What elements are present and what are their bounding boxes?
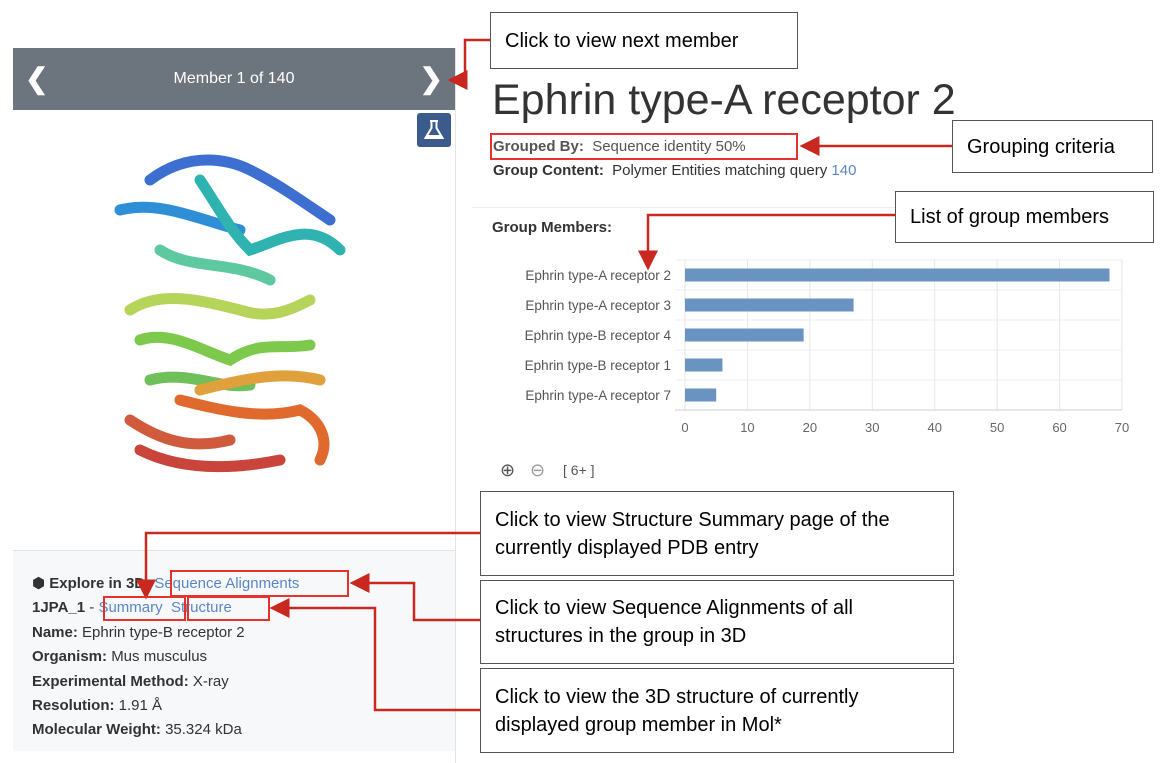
chevron-left-icon[interactable]: ❮ [25,63,49,94]
carousel-header: ❮ Member 1 of 140 ❯ [13,48,455,110]
group-members-label: Group Members: [492,219,613,236]
protein-structure-image[interactable] [80,140,410,500]
bar [685,298,854,312]
name-label: Name: [32,624,78,641]
method-row: Experimental Method: X-ray [32,673,229,690]
bar [685,358,723,372]
x-tick-label: 10 [740,420,754,435]
annotation-summary: Click to view Structure Summary page of … [480,491,954,576]
summary-link[interactable]: Summary [98,599,163,616]
category-label: Ephrin type-B receptor 1 [525,358,671,373]
explore-label: Explore in 3D: [49,575,151,592]
x-tick-label: 30 [865,420,879,435]
weight-value: 35.324 kDa [165,721,242,738]
plus-circle-icon[interactable]: ⊕ [500,460,516,480]
weight-label: Molecular Weight: [32,721,161,738]
bar [685,328,804,342]
sequence-alignments-link[interactable]: Sequence Alignments [154,575,300,592]
organism-value: Mus musculus [111,648,208,665]
highlight-structure [187,596,270,621]
method-value: X-ray [192,673,229,690]
x-tick-label: 60 [1052,420,1066,435]
x-tick-label: 40 [927,420,941,435]
carousel-title: Member 1 of 140 [173,70,295,87]
group-content-label: Group Content: [493,162,604,179]
annotation-grouping: Grouping criteria [952,120,1153,173]
annotation-molstar: Click to view the 3D structure of curren… [480,668,954,753]
name-row: Name: Ephrin type-B receptor 2 [32,624,245,641]
member-carousel-panel [13,48,456,763]
method-label: Experimental Method: [32,673,189,690]
entity-id: 1JPA_1 [32,599,86,616]
highlight-summary [103,596,186,621]
arrow-seq-align [349,573,480,622]
grouped-by-label: Grouped By: [493,138,584,155]
arrow-list-members [638,213,895,271]
cube-icon: ⬢ [32,575,46,592]
show-more-button[interactable]: [ 6+ ] [563,462,595,478]
x-tick-label: 20 [803,420,817,435]
arrow-summary [136,531,480,600]
highlight-sequence-alignments [170,570,349,597]
bar [685,388,717,402]
category-label: Ephrin type-A receptor 2 [525,268,671,283]
x-tick-label: 70 [1115,420,1129,435]
group-count-link[interactable]: 140 [831,162,857,179]
annotation-next-member: Click to view next member [490,12,798,69]
bar [685,268,1110,282]
arrow-molstar [269,598,480,712]
minus-circle-icon[interactable]: ⊖ [530,460,546,480]
x-tick-label: 50 [990,420,1004,435]
resolution-row: Resolution: 1.91 Å [32,697,162,714]
organism-row: Organism: Mus musculus [32,648,207,665]
group-content-row: Group Content: Polymer Entities matching… [493,162,856,179]
group-members-chart: 0 10 20 30 40 50 60 70 Ephrin type-A receptor 2 E… [525,259,1129,435]
arrow-next-member [447,38,490,90]
entity-row: 1JPA_1 - Summary Structure [32,599,232,616]
divider [472,207,1152,208]
chevron-right-icon[interactable]: ❯ [419,63,443,94]
group-content-value: Polymer Entities matching query [612,162,828,179]
group-title: Ephrin type-A receptor 2 [492,76,956,124]
explore-3d-row: ⬢ Explore in 3D: Sequence Alignments [32,574,299,592]
highlight-grouped-by [490,133,798,160]
flask-icon[interactable] [417,113,451,147]
category-label: Ephrin type-B receptor 4 [525,328,672,343]
organism-label: Organism: [32,648,108,665]
separator: - [89,599,95,616]
structure-link[interactable]: Structure [170,599,232,616]
weight-row: Molecular Weight: 35.324 kDa [32,721,242,738]
resolution-label: Resolution: [32,697,115,714]
resolution-value: 1.91 Å [118,697,163,714]
category-label: Ephrin type-A receptor 3 [525,298,671,313]
annotation-seq-align: Click to view Sequence Alignments of all… [480,580,954,664]
annotation-list-members: List of group members [895,191,1154,243]
category-label: Ephrin type-A receptor 7 [525,388,671,403]
x-tick-label: 0 [681,420,688,435]
grouped-by-row: Grouped By: Sequence identity 50% [493,138,746,155]
grouped-by-value: Sequence identity 50% [592,138,746,155]
name-value: Ephrin type-B receptor 2 [82,624,245,641]
